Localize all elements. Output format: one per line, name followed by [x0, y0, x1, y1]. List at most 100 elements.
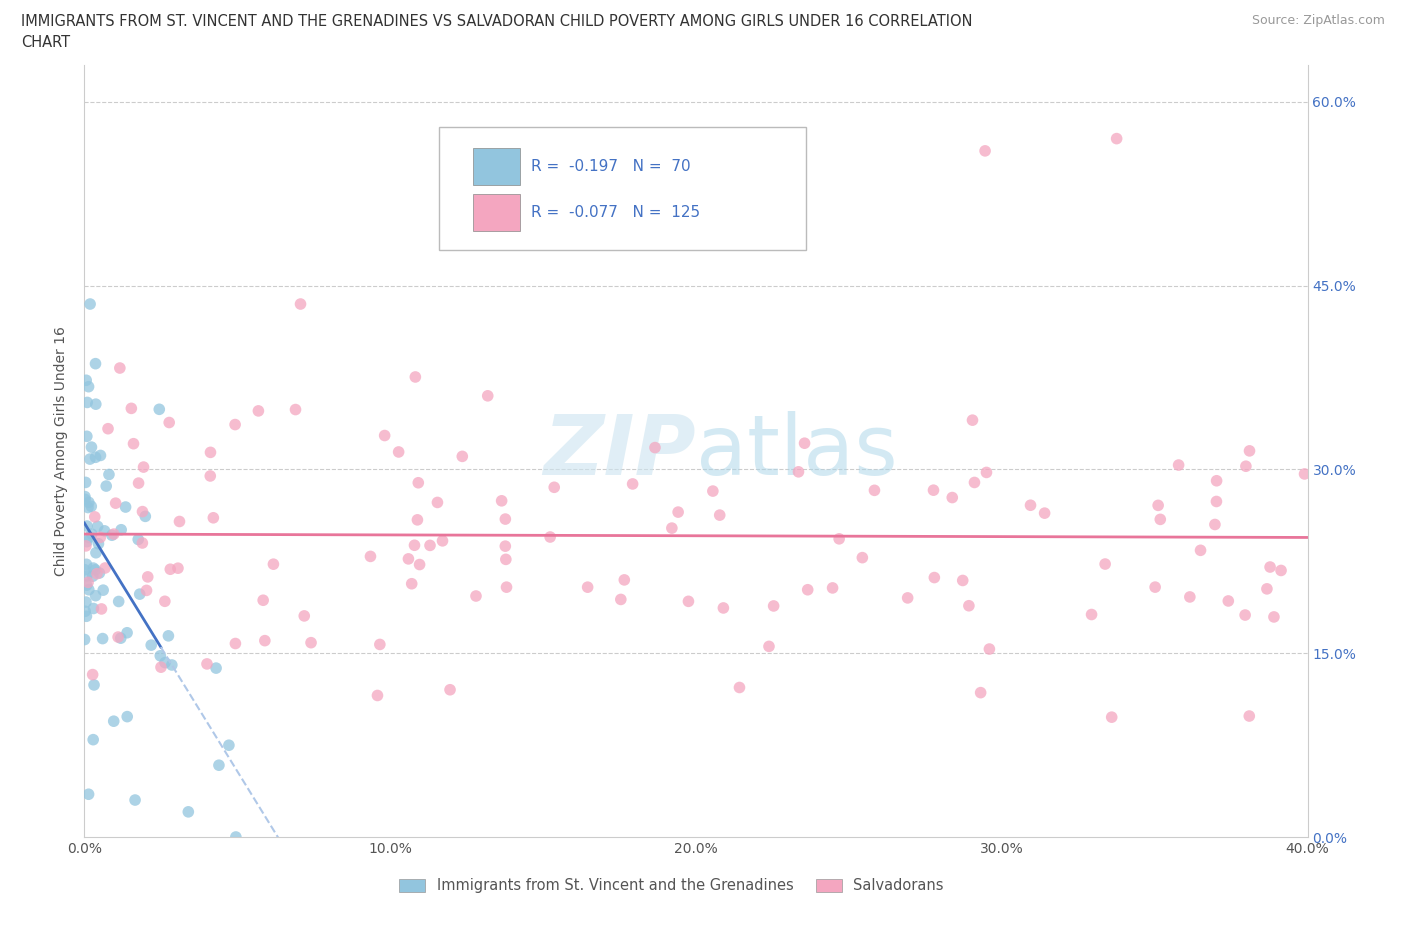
Point: [366, 688, 388, 703]
Point: [863, 483, 886, 498]
Point: [1147, 498, 1170, 512]
Point: [495, 579, 517, 594]
Point: [94, 561, 117, 576]
Point: [200, 445, 222, 459]
Point: [374, 428, 396, 443]
Point: [76, 395, 98, 410]
Point: [224, 636, 246, 651]
Point: [77, 495, 100, 510]
Point: [80, 440, 103, 455]
Point: [494, 538, 516, 553]
Point: [401, 577, 423, 591]
Point: [543, 480, 565, 495]
Point: [957, 598, 980, 613]
Point: [1033, 506, 1056, 521]
Point: [149, 648, 172, 663]
Point: [290, 297, 312, 312]
Point: [82, 667, 104, 682]
Point: [84, 356, 107, 371]
Point: [495, 551, 517, 566]
Point: [979, 642, 1001, 657]
Point: [494, 512, 516, 526]
Point: [127, 532, 149, 547]
Point: [76, 578, 98, 592]
Point: [538, 529, 561, 544]
Point: [103, 713, 125, 728]
Point: [114, 499, 136, 514]
Point: [821, 580, 844, 595]
Point: [73, 563, 96, 578]
Point: [80, 498, 103, 513]
Y-axis label: Child Poverty Among Girls Under 16: Child Poverty Among Girls Under 16: [55, 326, 69, 576]
Point: [702, 484, 724, 498]
Point: [75, 557, 97, 572]
Point: [969, 685, 991, 700]
Point: [793, 436, 815, 451]
Point: [1270, 563, 1292, 578]
Point: [115, 625, 138, 640]
Point: [408, 557, 430, 572]
Point: [103, 526, 125, 541]
Point: [153, 594, 176, 609]
Point: [678, 594, 700, 609]
Point: [728, 680, 751, 695]
Point: [762, 599, 785, 614]
Point: [77, 582, 100, 597]
Point: [148, 402, 170, 417]
Point: [157, 629, 180, 644]
Point: [89, 448, 111, 463]
Point: [1205, 494, 1227, 509]
Point: [1256, 581, 1278, 596]
Point: [758, 639, 780, 654]
Point: [195, 657, 218, 671]
Point: [252, 592, 274, 607]
Point: [787, 464, 810, 479]
Point: [1019, 498, 1042, 512]
Point: [82, 569, 104, 584]
Bar: [474, 194, 520, 231]
Point: [132, 459, 155, 474]
Point: [128, 475, 150, 490]
Point: [153, 655, 176, 670]
Point: [1234, 458, 1257, 473]
Point: [1178, 590, 1201, 604]
Point: [666, 505, 689, 520]
Point: [1234, 607, 1257, 622]
FancyBboxPatch shape: [439, 126, 806, 250]
Point: [86, 566, 108, 581]
Point: [388, 445, 411, 459]
Point: [135, 583, 157, 598]
Point: [963, 475, 986, 490]
Point: [77, 787, 100, 802]
Point: [224, 418, 246, 432]
Point: [122, 436, 145, 451]
Point: [84, 545, 107, 560]
Point: [79, 297, 101, 312]
Point: [828, 531, 851, 546]
Point: [141, 638, 163, 653]
Point: [253, 633, 276, 648]
Point: [124, 792, 146, 807]
Point: [404, 538, 426, 552]
Point: [89, 565, 111, 580]
Point: [77, 500, 100, 515]
Point: [1101, 710, 1123, 724]
Text: CHART: CHART: [21, 35, 70, 50]
Point: [284, 402, 307, 417]
Point: [661, 521, 683, 536]
Point: [82, 732, 104, 747]
Point: [426, 495, 449, 510]
Legend: Immigrants from St. Vincent and the Grenadines, Salvadorans: Immigrants from St. Vincent and the Gren…: [394, 872, 950, 899]
Point: [75, 604, 97, 618]
Point: [83, 510, 105, 525]
Point: [136, 569, 159, 584]
Point: [101, 528, 124, 543]
Point: [292, 608, 315, 623]
Point: [200, 469, 222, 484]
Point: [177, 804, 200, 819]
Point: [97, 467, 120, 482]
Point: [1239, 444, 1261, 458]
Point: [77, 575, 100, 590]
Point: [76, 519, 98, 534]
Point: [962, 413, 984, 428]
